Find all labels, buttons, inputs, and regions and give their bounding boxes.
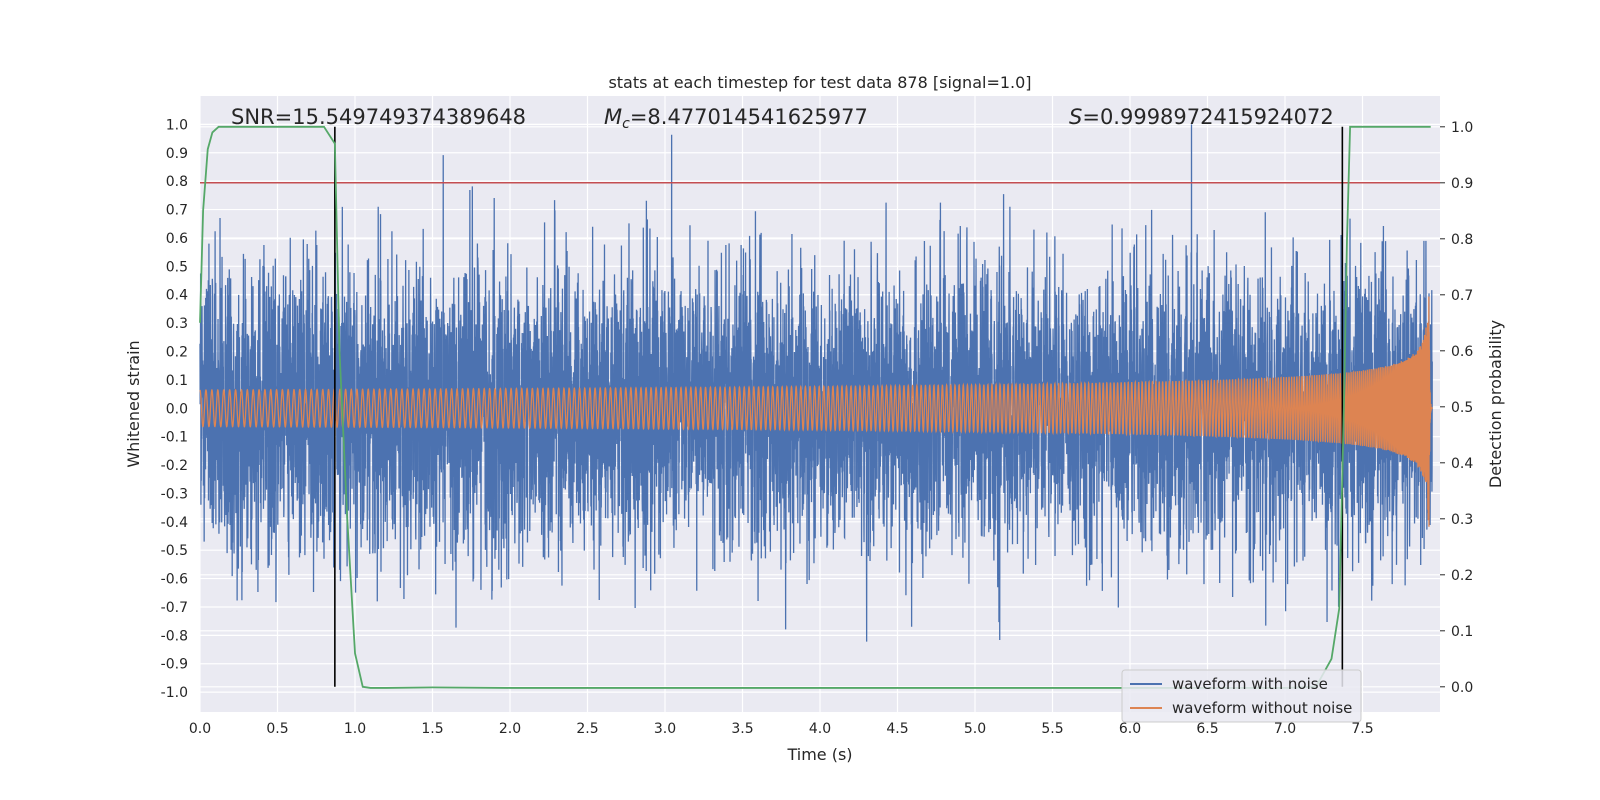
x-tick-label: 3.0 <box>654 721 676 737</box>
y-tick-label: 0.3 <box>166 316 188 332</box>
x-tick-label: 6.0 <box>1119 721 1141 737</box>
y-tick-label: 0.1 <box>166 373 188 389</box>
y2-axis-ticks: 1.0 0.9 0.8 0.7 0.6 0.5 0.4 0.3 0.2 0.1 0.0 <box>1440 120 1473 696</box>
score-annotation: S=0.9998972415924072 <box>1069 105 1334 129</box>
y2-tick-label: 0.9 <box>1451 176 1473 192</box>
x-tick-label: 7.5 <box>1351 721 1373 737</box>
y2-tick-label: 0.2 <box>1451 568 1473 584</box>
y-tick-label: -0.2 <box>161 458 188 474</box>
x-axis-label: Time (s) <box>786 745 852 764</box>
y2-tick-label: 0.4 <box>1451 456 1473 472</box>
y2-tick-label: 0.6 <box>1451 344 1473 360</box>
series-waveform-with-noise <box>199 124 1433 642</box>
series-detection-probability <box>199 125 1431 689</box>
x-axis-ticks: 0.0 0.5 1.0 1.5 2.0 2.5 3.0 3.5 4.0 4.5 5.0 5.5 6.0 6… <box>189 721 1374 737</box>
y-axis-ticks: 1.0 0.9 0.8 0.7 0.6 0.5 0.4 0.3 0.2 0.1 0.0 -0.1 -0.… <box>161 117 188 701</box>
chart-title: stats at each timestep for test data 878… <box>608 73 1031 92</box>
x-tick-label: 4.0 <box>809 721 831 737</box>
y-tick-label: -0.1 <box>161 430 188 446</box>
x-tick-label: 7.0 <box>1274 721 1296 737</box>
y2-tick-label: 0.8 <box>1451 232 1473 248</box>
x-tick-label: 2.0 <box>499 721 521 737</box>
y-tick-label: 0.4 <box>166 288 188 304</box>
y-tick-label: 1.0 <box>166 117 188 133</box>
y2-tick-label: 0.5 <box>1451 400 1473 416</box>
x-tick-label: 5.0 <box>964 721 986 737</box>
legend-box <box>1121 669 1362 723</box>
y-tick-label: 0.7 <box>166 203 188 219</box>
y-tick-label: -1.0 <box>161 685 188 701</box>
y-tick-label: -0.7 <box>161 600 188 616</box>
x-tick-label: 5.5 <box>1041 721 1063 737</box>
chirp-mass-symbol: M <box>604 105 622 129</box>
y-tick-label: 0.0 <box>166 401 188 417</box>
score-value: =0.9998972415924072 <box>1082 105 1333 129</box>
y-tick-label: 0.9 <box>166 146 188 162</box>
y2-tick-label: 1.0 <box>1451 120 1473 136</box>
series-waveform-without-noise <box>199 296 1433 527</box>
y-tick-label: 0.8 <box>166 174 188 190</box>
score-symbol: S <box>1069 105 1082 129</box>
y2-tick-label: 0.0 <box>1451 680 1473 696</box>
x-tick-label: 0.5 <box>266 721 288 737</box>
y2-tick-label: 0.3 <box>1451 512 1473 528</box>
x-tick-label: 0.0 <box>189 721 211 737</box>
y-tick-label: -0.8 <box>161 628 188 644</box>
y-tick-label: -0.9 <box>161 657 188 673</box>
snr-annotation: SNR=15.549749374389648 <box>231 105 526 129</box>
chirp-mass-annotation: Mc=8.477014541625977 <box>604 105 868 132</box>
x-tick-label: 4.5 <box>886 721 908 737</box>
legend-label-noise: waveform with noise <box>1172 675 1328 693</box>
x-tick-label: 2.5 <box>576 721 598 737</box>
chirp-mass-value: =8.477014541625977 <box>630 105 868 129</box>
y-tick-label: 0.2 <box>166 344 188 360</box>
y-tick-label: -0.6 <box>161 572 188 588</box>
y-tick-label: 0.5 <box>166 259 188 275</box>
data-layer <box>199 124 1440 689</box>
y-tick-label: -0.5 <box>161 543 188 559</box>
x-tick-label: 1.5 <box>421 721 443 737</box>
y-tick-label: -0.4 <box>161 515 188 531</box>
y2-axis-label: Detection probability <box>1486 320 1505 488</box>
y2-tick-label: 0.1 <box>1451 624 1473 640</box>
y-tick-label: 0.6 <box>166 231 188 247</box>
y2-tick-label: 0.7 <box>1451 288 1473 304</box>
x-tick-label: 3.5 <box>731 721 753 737</box>
y-tick-label: -0.3 <box>161 486 188 502</box>
x-tick-label: 1.0 <box>344 721 366 737</box>
legend: waveform with noise waveform without noi… <box>1121 669 1362 723</box>
y-axis-label: Whitened strain <box>124 340 143 467</box>
chirp-mass-subscript: c <box>622 116 630 132</box>
x-tick-label: 6.5 <box>1196 721 1218 737</box>
legend-label-clean: waveform without noise <box>1172 699 1352 717</box>
